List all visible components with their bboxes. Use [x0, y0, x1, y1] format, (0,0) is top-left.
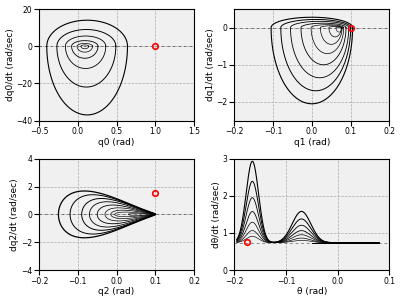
- X-axis label: q1 (rad): q1 (rad): [294, 138, 330, 147]
- Y-axis label: dθ/dt (rad/sec): dθ/dt (rad/sec): [212, 181, 221, 248]
- X-axis label: q0 (rad): q0 (rad): [98, 138, 135, 147]
- X-axis label: θ (rad): θ (rad): [297, 288, 327, 297]
- Y-axis label: dq2/dt (rad/sec): dq2/dt (rad/sec): [10, 178, 19, 251]
- Y-axis label: dq0/dt (rad/sec): dq0/dt (rad/sec): [6, 28, 14, 101]
- Y-axis label: dq1/dt (rad/sec): dq1/dt (rad/sec): [206, 28, 215, 101]
- X-axis label: q2 (rad): q2 (rad): [99, 288, 135, 297]
